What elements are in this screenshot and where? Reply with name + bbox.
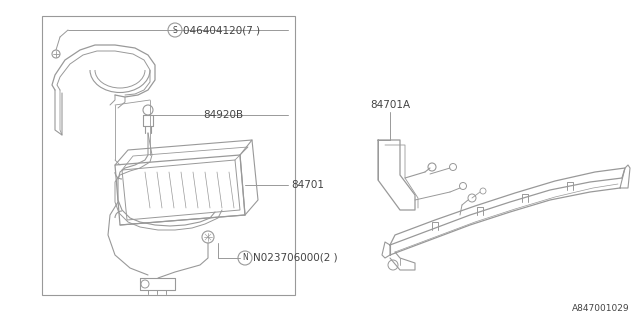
Text: S: S xyxy=(173,26,177,35)
Text: 84920B: 84920B xyxy=(203,110,243,120)
Text: N: N xyxy=(242,253,248,262)
Text: N023706000(2 ): N023706000(2 ) xyxy=(253,253,338,263)
Text: 84701A: 84701A xyxy=(370,100,410,110)
Text: A847001029: A847001029 xyxy=(572,304,630,313)
Text: 046404120(7 ): 046404120(7 ) xyxy=(183,25,260,35)
Bar xyxy=(42,16,295,295)
Text: 84701: 84701 xyxy=(291,180,324,190)
